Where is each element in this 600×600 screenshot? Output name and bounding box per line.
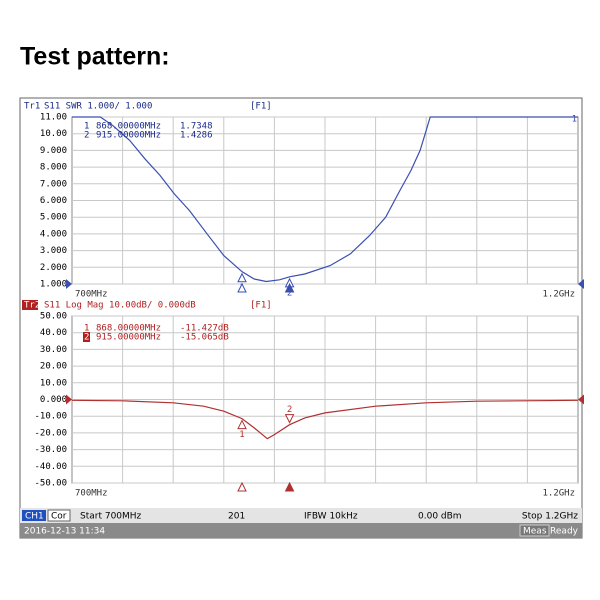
y-tick-label: 8.000 bbox=[40, 163, 67, 173]
trace-id: Tr1 bbox=[24, 102, 40, 112]
marker-y: -11.427dB bbox=[180, 324, 229, 334]
trace-id: Tr2 bbox=[24, 301, 40, 311]
y-tick-label: 50.00 bbox=[40, 312, 67, 322]
overflow-label: 1 bbox=[572, 115, 577, 125]
status-row bbox=[20, 523, 582, 538]
marker-id: 1 bbox=[84, 122, 89, 132]
marker bbox=[237, 272, 247, 283]
channel-box bbox=[22, 510, 46, 521]
y-tick-label: 3.000 bbox=[40, 246, 67, 256]
y-tick-label: 1.000 bbox=[40, 280, 67, 290]
y-tick-label: 2.000 bbox=[40, 263, 67, 273]
marker bbox=[284, 414, 295, 424]
marker-badge bbox=[83, 332, 90, 342]
marker-position bbox=[284, 282, 295, 293]
marker-y: -15.065dB bbox=[180, 333, 229, 343]
status-row bbox=[20, 508, 582, 523]
screen bbox=[19, 97, 583, 539]
y-tick-label: 10.00 bbox=[40, 129, 67, 139]
trace-function: [F1] bbox=[250, 301, 272, 311]
reference-arrow bbox=[66, 279, 72, 289]
trace bbox=[72, 116, 578, 283]
start: Start 700MHz bbox=[80, 512, 142, 522]
marker-id: 1 bbox=[84, 324, 89, 334]
meas: Meas bbox=[523, 527, 547, 537]
ifbw: IFBW 10kHz bbox=[304, 512, 358, 522]
reference-arrow bbox=[578, 279, 584, 289]
page-title: Test pattern: bbox=[20, 43, 170, 71]
marker-x: 915.00000MHz bbox=[96, 131, 161, 141]
trace-header: S11 SWR 1.000/ 1.000 bbox=[44, 102, 152, 112]
marker bbox=[237, 419, 247, 430]
y-tick-label: -30.00 bbox=[34, 445, 67, 455]
correction-box bbox=[47, 509, 71, 522]
y-tick-label: 20.00 bbox=[40, 362, 67, 372]
marker-position bbox=[284, 481, 295, 492]
marker-y: 1.7348 bbox=[180, 122, 213, 132]
marker-label: 2 bbox=[287, 405, 292, 415]
reference-arrow bbox=[66, 394, 72, 405]
marker-id: 2 bbox=[84, 131, 89, 141]
state: Ready bbox=[550, 527, 579, 537]
y-tick-label: 40.00 bbox=[40, 328, 67, 338]
reference-arrow bbox=[578, 394, 584, 405]
y-tick-label: -50.00 bbox=[34, 479, 67, 489]
datetime: 2016-12-13 11:34 bbox=[24, 527, 105, 537]
x-tick-label: 1.2GHz bbox=[542, 290, 575, 300]
trace-header: S11 Log Mag 10.00dB/ 0.000dB bbox=[44, 301, 196, 311]
y-tick-label: 5.000 bbox=[40, 213, 67, 223]
marker-position bbox=[237, 282, 247, 293]
y-tick-label: 9.000 bbox=[40, 146, 67, 156]
channel: CH1 bbox=[25, 512, 44, 522]
stop: Stop 1.2GHz bbox=[522, 512, 578, 522]
marker-x: 915.00000MHz bbox=[96, 333, 161, 343]
y-tick-label: 0.000 bbox=[40, 395, 67, 405]
y-tick-label: 6.000 bbox=[40, 196, 67, 206]
y-tick-label: 11.00 bbox=[40, 113, 67, 123]
meas-box bbox=[519, 524, 550, 537]
x-tick-label: 700MHz bbox=[75, 290, 108, 300]
y-tick-label: 7.000 bbox=[40, 179, 67, 189]
x-tick-label: 700MHz bbox=[75, 489, 108, 499]
trace-badge bbox=[22, 300, 38, 310]
correction: Cor bbox=[51, 512, 67, 522]
y-tick-label: -10.00 bbox=[34, 412, 67, 422]
points: 201 bbox=[228, 512, 245, 522]
trace-function: [F1] bbox=[250, 102, 272, 112]
marker-label: 2 bbox=[287, 288, 292, 298]
x-tick-label: 1.2GHz bbox=[542, 489, 575, 499]
power: 0.00 dBm bbox=[418, 512, 462, 522]
marker-position bbox=[237, 481, 247, 492]
y-tick-label: -20.00 bbox=[34, 428, 67, 438]
y-tick-label: 4.000 bbox=[40, 229, 67, 239]
marker-id: 2 bbox=[84, 333, 89, 343]
marker-label: 1 bbox=[239, 430, 244, 440]
y-tick-label: 10.00 bbox=[40, 378, 67, 388]
marker-x: 868.00000MHz bbox=[96, 122, 161, 132]
y-tick-label: -40.00 bbox=[34, 462, 67, 472]
marker-x: 868.00000MHz bbox=[96, 324, 161, 334]
marker-y: 1.4286 bbox=[180, 131, 213, 141]
y-tick-label: 30.00 bbox=[40, 345, 67, 355]
trace bbox=[71, 399, 579, 440]
